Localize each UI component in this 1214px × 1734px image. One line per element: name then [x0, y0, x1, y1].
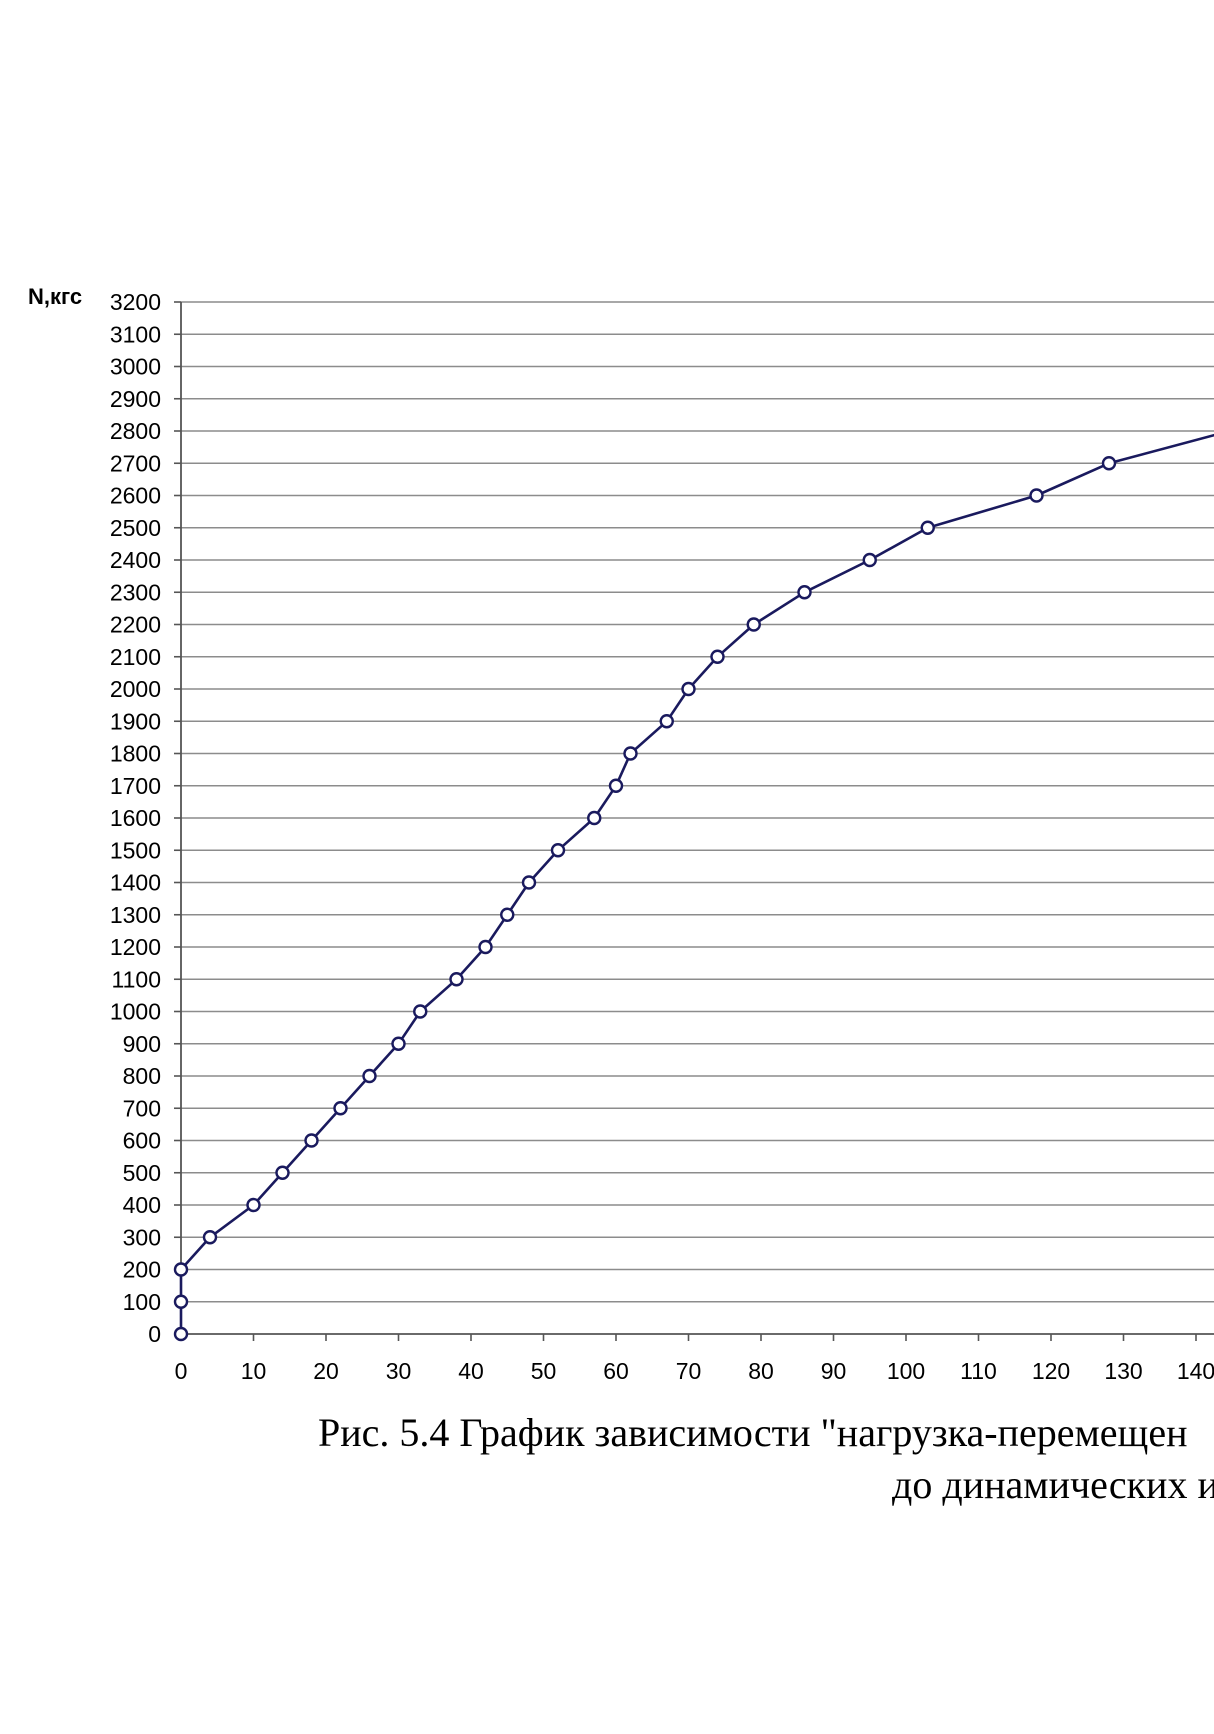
y-tick-label: 1000: [110, 999, 161, 1025]
y-tick-label: 1100: [112, 966, 161, 992]
x-tick-label: 10: [241, 1358, 267, 1384]
y-tick-label: 300: [123, 1224, 161, 1250]
x-tick-label: 100: [887, 1358, 925, 1384]
data-point: [550, 843, 566, 858]
y-tick-label: 2600: [110, 483, 161, 509]
y-tick-label: 2400: [110, 547, 161, 573]
data-point: [500, 907, 515, 922]
x-tick-label: 30: [386, 1358, 412, 1384]
data-point: [681, 681, 696, 697]
data-point: [862, 552, 877, 568]
data-point: [391, 1036, 406, 1051]
data-point: [587, 810, 602, 826]
y-tick-label: 0: [148, 1321, 161, 1347]
y-tick-label: 2200: [110, 612, 161, 638]
x-tick-label: 40: [458, 1358, 484, 1384]
data-point: [173, 1262, 189, 1277]
x-tick-label: 140: [1177, 1358, 1214, 1384]
data-point: [623, 746, 638, 761]
y-tick-label: 1600: [110, 805, 161, 831]
y-tick-label: 3000: [110, 354, 161, 380]
y-tick-label: 1300: [110, 902, 161, 928]
y-tick-label: 1900: [110, 708, 161, 734]
x-tick-label: 110: [960, 1358, 997, 1384]
x-tick-label: 60: [603, 1358, 629, 1384]
data-point: [413, 1004, 428, 1019]
data-point: [173, 1294, 189, 1309]
y-tick-label: 100: [123, 1289, 161, 1315]
data-point: [304, 1133, 319, 1148]
y-tick-label: 1400: [110, 870, 161, 896]
data-point: [659, 714, 674, 729]
y-tick-label: 1800: [110, 741, 161, 767]
figure-caption-line-1: Рис. 5.4 График зависимости "нагрузка-пе…: [318, 1410, 1188, 1455]
y-tick-label: 2300: [110, 579, 161, 605]
y-tick-label: 3100: [110, 321, 161, 347]
y-tick-label: 3200: [110, 289, 161, 315]
y-tick-label: 200: [123, 1257, 161, 1283]
x-tick-label: 50: [531, 1358, 557, 1384]
y-tick-label: 2500: [110, 515, 161, 541]
data-point: [920, 520, 935, 535]
y-tick-label: 2800: [110, 418, 161, 444]
x-tick-label: 120: [1032, 1358, 1070, 1384]
data-point: [521, 875, 537, 890]
y-axis-label: N,кгс: [28, 284, 82, 309]
y-tick-label: 1700: [110, 773, 161, 799]
data-point: [1101, 456, 1117, 471]
data-point: [275, 1165, 290, 1180]
data-point: [1029, 488, 1044, 503]
y-tick-label: 2700: [110, 450, 161, 476]
x-tick-label: 130: [1104, 1358, 1142, 1384]
x-tick-label: 70: [676, 1358, 702, 1384]
x-tick-label: 0: [175, 1358, 188, 1384]
data-point: [478, 939, 493, 955]
grid: [181, 301, 1214, 1303]
data-point: [449, 972, 464, 987]
x-tick-label: 80: [748, 1358, 774, 1384]
data-point: [333, 1101, 348, 1116]
data-point: [797, 585, 812, 600]
data-point: [246, 1197, 261, 1213]
x-tick-label: 90: [821, 1358, 847, 1384]
y-tick-label: 2000: [110, 676, 161, 702]
series: [173, 433, 1214, 1342]
x-tick-label: 20: [313, 1358, 339, 1384]
y-tick-label: 1500: [110, 837, 161, 863]
data-point: [746, 617, 761, 632]
y-tick-label: 800: [123, 1063, 161, 1089]
y-tick-label: 700: [123, 1095, 161, 1121]
data-point: [173, 1326, 189, 1342]
y-tick-label: 500: [123, 1160, 161, 1186]
y-tick-label: 600: [123, 1128, 161, 1154]
figure-caption-line-2: до динамических и: [892, 1462, 1214, 1507]
data-point: [710, 649, 725, 664]
x-ticks: 0 10 20 30 40 50 60 70 80 90 100 110 120 130 140: [175, 1334, 1214, 1384]
data-point: [362, 1068, 377, 1084]
y-ticks: 0 100 200 300 400 500 600 700 800 900 1000 1100 1200…: [110, 289, 181, 1347]
data-point: [608, 778, 624, 793]
y-tick-label: 1200: [110, 934, 161, 960]
data-point: [202, 1230, 218, 1245]
series-line: [179, 433, 1214, 1334]
y-tick-label: 400: [123, 1192, 161, 1218]
y-tick-label: 900: [123, 1031, 161, 1057]
y-tick-label: 2100: [110, 644, 161, 670]
y-tick-label: 2900: [110, 386, 161, 412]
